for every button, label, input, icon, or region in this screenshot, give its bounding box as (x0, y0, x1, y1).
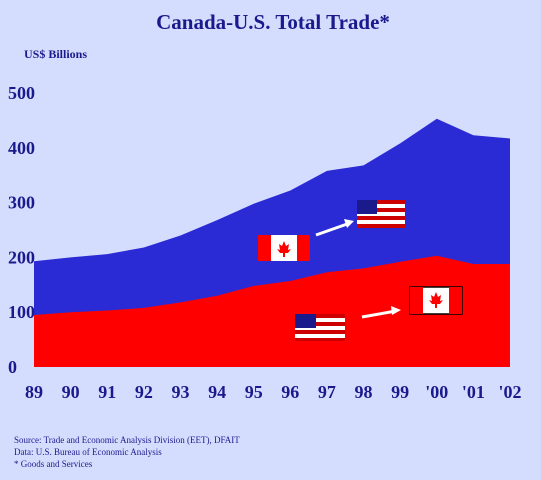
y-tick-label: 0 (8, 357, 17, 377)
footnote-data: Data: U.S. Bureau of Economic Analysis (14, 447, 162, 457)
x-tick-label: 90 (62, 382, 80, 402)
x-tick-label: '01 (462, 382, 485, 402)
area-series-lower (34, 255, 510, 367)
x-tick-label: 93 (171, 382, 189, 402)
footnote-source: Source: Trade and Economic Analysis Divi… (14, 435, 240, 445)
y-tick-label: 500 (8, 83, 35, 103)
arrow-icon (315, 219, 354, 237)
y-tick-label: 300 (8, 193, 35, 213)
stars-and-stripes-flag-icon (357, 200, 405, 228)
arrow-icon (361, 306, 401, 319)
y-tick-label: 200 (8, 247, 35, 267)
maple-leaf-flag-icon (258, 235, 310, 261)
y-axis-label: US$ Billions (24, 47, 87, 61)
x-tick-label: '00 (425, 382, 448, 402)
y-tick-label: 400 (8, 138, 35, 158)
stars-and-stripes-flag-icon (295, 314, 345, 341)
maple-leaf-flag-icon (409, 286, 463, 315)
x-tick-label: 99 (391, 382, 409, 402)
x-tick-label: 91 (98, 382, 116, 402)
x-tick-label: 94 (208, 382, 226, 402)
x-tick-label: 89 (25, 382, 43, 402)
x-tick-label: 97 (318, 382, 336, 402)
x-tick-label: 95 (245, 382, 263, 402)
chart-title: Canada-U.S. Total Trade* (156, 10, 390, 34)
x-tick-label: 92 (135, 382, 153, 402)
x-tick-label: 96 (281, 382, 299, 402)
x-tick-label: '02 (498, 382, 521, 402)
footnote-note: * Goods and Services (14, 459, 93, 469)
y-tick-label: 100 (8, 302, 35, 322)
x-tick-label: 98 (355, 382, 373, 402)
